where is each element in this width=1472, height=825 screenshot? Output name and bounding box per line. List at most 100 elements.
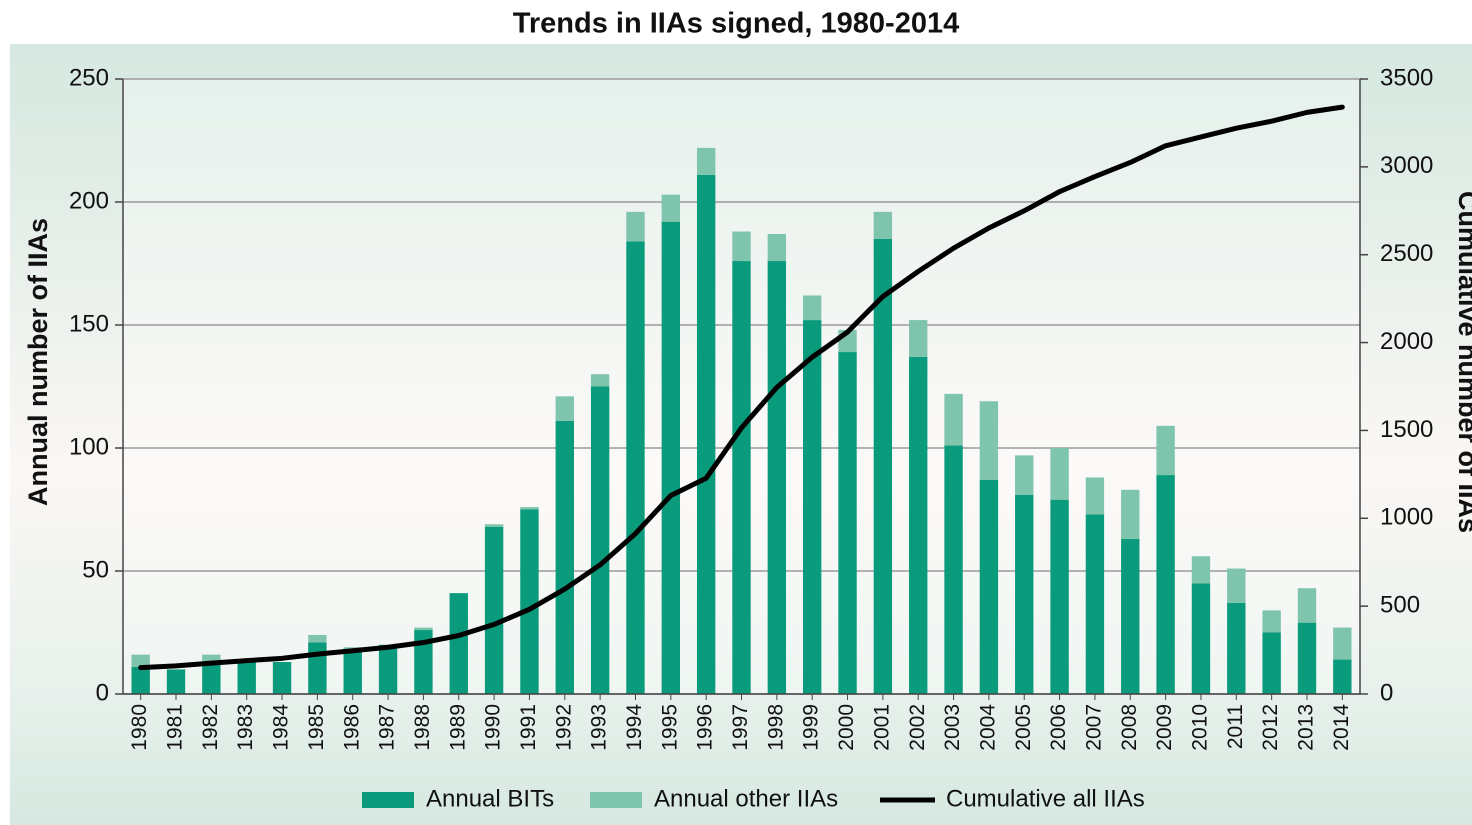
- bar: [873, 238, 893, 694]
- bar: [308, 634, 327, 643]
- x-tick-label: 1981: [164, 704, 187, 751]
- x-tick-label: 1985: [305, 704, 328, 751]
- bar: [1297, 588, 1317, 623]
- y-tick-label: 250: [69, 64, 109, 91]
- y2-tick-label: 1000: [1380, 504, 1433, 531]
- y2-axis-label: Cumulative number of IIAs: [1453, 191, 1472, 533]
- x-tick-label: 1992: [552, 704, 575, 751]
- x-tick-label: 1984: [270, 704, 293, 751]
- y-tick-label: 100: [69, 433, 109, 460]
- bar: [1085, 514, 1105, 694]
- bar: [661, 221, 681, 694]
- x-tick-label: 2006: [1047, 704, 1070, 751]
- bar: [1262, 632, 1281, 694]
- bar: [1121, 489, 1140, 540]
- bar: [696, 174, 716, 694]
- y-tick-label: 200: [69, 187, 109, 214]
- x-tick-label: 2013: [1295, 704, 1318, 751]
- x-tick-label: 2008: [1118, 704, 1141, 751]
- bar: [1262, 610, 1281, 633]
- bar: [626, 211, 645, 242]
- bar: [131, 666, 150, 694]
- bar: [1015, 494, 1034, 694]
- x-tick-label: 2007: [1082, 704, 1105, 751]
- x-tick-label: 2002: [906, 704, 929, 751]
- y-tick-label: 50: [82, 556, 109, 583]
- bar: [590, 374, 610, 387]
- bar: [1156, 425, 1175, 476]
- y-tick-label: 150: [69, 310, 109, 337]
- bar: [944, 445, 963, 694]
- x-tick-label: 2011: [1224, 704, 1247, 749]
- bar: [237, 659, 256, 694]
- bar: [555, 420, 574, 694]
- x-tick-label: 1983: [234, 704, 257, 751]
- bar: [202, 662, 221, 694]
- bar: [767, 261, 787, 694]
- bar: [1333, 627, 1352, 660]
- bar: [414, 630, 433, 694]
- bar: [1333, 659, 1352, 694]
- x-tick-label: 2010: [1189, 704, 1212, 751]
- x-tick-label: 1990: [482, 704, 505, 751]
- bar: [414, 627, 433, 631]
- bar: [696, 147, 716, 175]
- bar: [1085, 477, 1105, 515]
- x-tick-label: 1991: [517, 704, 540, 751]
- y2-tick-label: 3500: [1380, 64, 1433, 91]
- x-tick-label: 1986: [340, 704, 363, 751]
- bar: [1191, 583, 1211, 694]
- line: [138, 104, 1345, 671]
- bar: [1191, 556, 1211, 584]
- bar: [1156, 475, 1175, 694]
- bar: [484, 524, 504, 527]
- y2-tick-label: 2000: [1380, 328, 1433, 355]
- bar: [1227, 568, 1246, 603]
- x-tick-label: 2001: [870, 704, 893, 751]
- bar: [661, 194, 681, 222]
- bar: [1121, 539, 1140, 694]
- chart-title: Trends in IIAs signed, 1980-2014: [513, 8, 959, 40]
- x-tick-label: 1999: [800, 704, 823, 751]
- bar: [555, 396, 574, 421]
- bar: [909, 320, 928, 357]
- x-tick-label: 2014: [1330, 704, 1353, 751]
- bar: [520, 507, 539, 510]
- bar: [1227, 602, 1246, 694]
- y2-tick-label: 1500: [1380, 416, 1433, 443]
- x-tick-label: 1998: [764, 704, 787, 751]
- x-tick-label: 1997: [729, 704, 752, 751]
- x-tick-label: 2009: [1153, 704, 1176, 751]
- y2-tick-label: 0: [1380, 679, 1393, 706]
- legend-swatch: [590, 792, 642, 808]
- bar: [979, 479, 999, 694]
- bar: [1015, 455, 1034, 495]
- x-tick-label: 1987: [376, 704, 399, 751]
- x-tick-label: 1988: [411, 704, 434, 751]
- y2-tick-label: 2500: [1380, 240, 1433, 267]
- bar: [802, 320, 822, 694]
- bar: [732, 261, 751, 694]
- bar: [131, 654, 150, 667]
- bar: [343, 649, 362, 694]
- bar: [909, 356, 928, 694]
- bar: [484, 526, 504, 694]
- y2-tick-label: 3000: [1380, 152, 1433, 179]
- bar: [873, 211, 893, 239]
- legend-label: Cumulative all IIAs: [946, 785, 1145, 812]
- x-tick-label: 1989: [446, 704, 469, 751]
- bar: [802, 295, 822, 321]
- bar: [767, 233, 787, 262]
- y2-tick-label: 500: [1380, 591, 1420, 618]
- bar: [838, 352, 857, 694]
- bar: [590, 386, 610, 694]
- y-axis-label: Annual number of IIAs: [23, 218, 53, 506]
- x-tick-label: 1982: [199, 704, 222, 751]
- x-tick-label: 2003: [941, 704, 964, 751]
- bar: [272, 662, 292, 694]
- legend-swatch: [362, 792, 414, 808]
- x-tick-label: 1980: [128, 704, 151, 751]
- x-tick-label: 1996: [694, 704, 717, 751]
